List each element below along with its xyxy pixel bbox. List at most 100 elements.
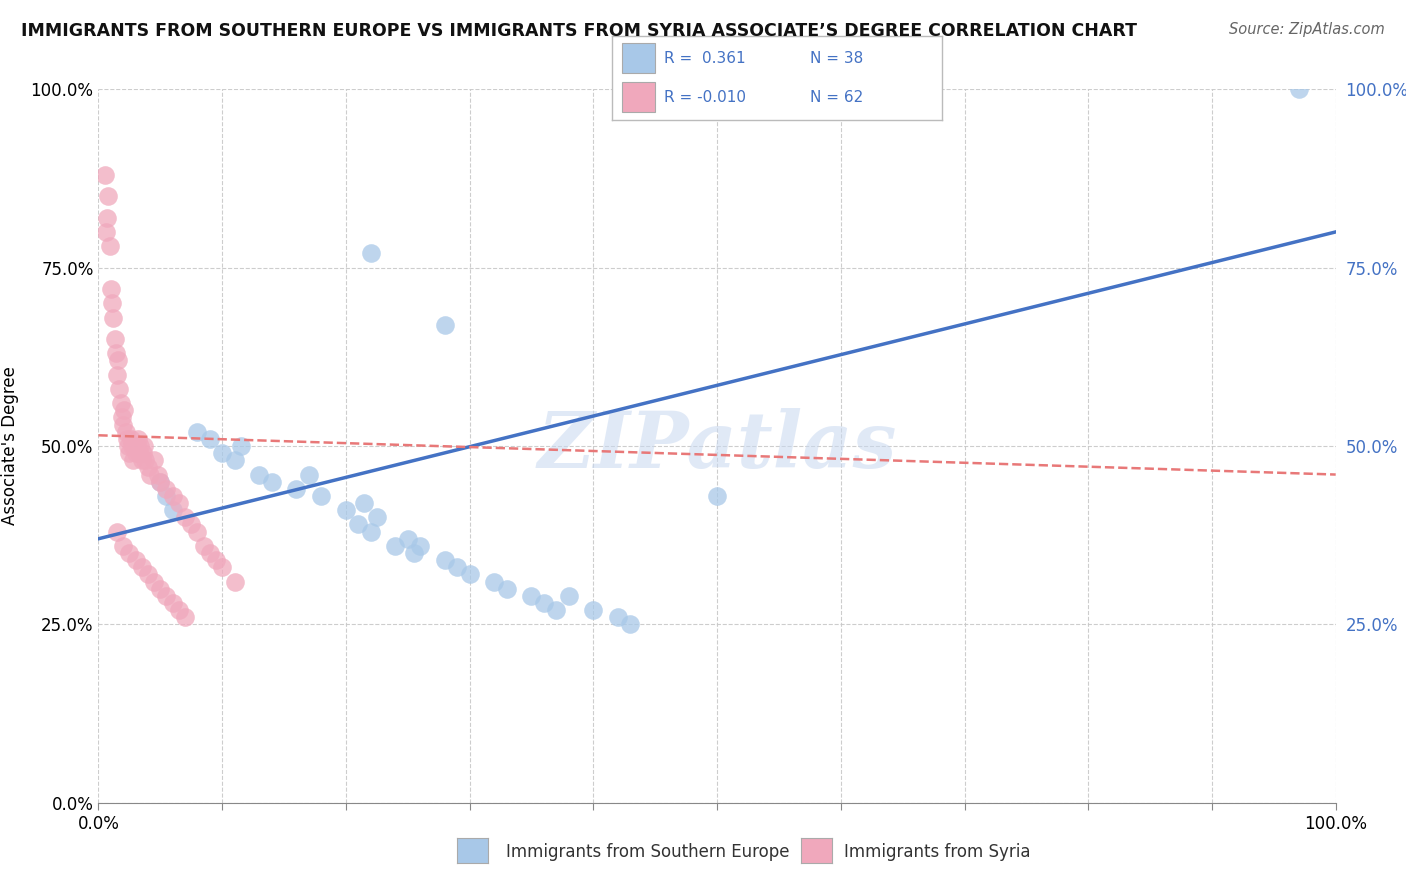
Point: [118, 446, 141, 460]
Point: [124, 553, 146, 567]
Point: [409, 539, 432, 553]
Point: [619, 617, 641, 632]
Point: [136, 567, 159, 582]
Point: [433, 553, 456, 567]
Point: [495, 582, 517, 596]
Point: [205, 553, 228, 567]
Point: [360, 246, 382, 260]
Point: [124, 439, 146, 453]
Point: [211, 446, 233, 460]
Text: ZIPatlas: ZIPatlas: [537, 408, 897, 484]
Point: [122, 453, 145, 467]
Point: [211, 560, 233, 574]
Point: [149, 475, 172, 489]
Point: [335, 503, 357, 517]
Point: [174, 610, 197, 624]
Point: [309, 489, 332, 503]
Point: [186, 425, 208, 439]
Point: [139, 467, 162, 482]
Text: Source: ZipAtlas.com: Source: ZipAtlas.com: [1229, 22, 1385, 37]
Point: [155, 589, 177, 603]
Point: [103, 332, 125, 346]
Point: [167, 603, 190, 617]
Point: [105, 368, 128, 382]
Point: [146, 467, 169, 482]
Point: [97, 189, 120, 203]
Point: [132, 446, 155, 460]
Point: [180, 517, 202, 532]
Point: [366, 510, 388, 524]
Point: [120, 432, 142, 446]
Point: [94, 225, 117, 239]
Point: [96, 211, 118, 225]
Point: [198, 546, 221, 560]
Point: [353, 496, 375, 510]
Point: [446, 560, 468, 574]
Point: [167, 496, 190, 510]
Point: [706, 489, 728, 503]
Text: R = -0.010: R = -0.010: [665, 89, 747, 104]
Point: [118, 546, 141, 560]
Text: N = 38: N = 38: [810, 51, 863, 66]
Point: [607, 610, 630, 624]
Point: [136, 460, 159, 475]
Point: [104, 346, 127, 360]
Point: [134, 439, 156, 453]
Point: [484, 574, 506, 589]
Point: [131, 453, 153, 467]
Point: [101, 296, 124, 310]
Point: [103, 310, 125, 325]
Point: [360, 524, 382, 539]
Point: [127, 432, 149, 446]
FancyBboxPatch shape: [621, 82, 655, 112]
Point: [384, 539, 406, 553]
Point: [112, 539, 135, 553]
Point: [111, 410, 134, 425]
Point: [285, 482, 308, 496]
Point: [260, 475, 283, 489]
Point: [186, 524, 208, 539]
Point: [129, 439, 152, 453]
Point: [298, 467, 321, 482]
Point: [546, 603, 568, 617]
Point: [121, 439, 143, 453]
Text: N = 62: N = 62: [810, 89, 863, 104]
Point: [117, 439, 139, 453]
Text: Immigrants from Syria: Immigrants from Syria: [844, 843, 1031, 861]
Point: [149, 475, 172, 489]
Point: [520, 589, 543, 603]
Y-axis label: Associate's Degree: Associate's Degree: [1, 367, 20, 525]
Point: [128, 446, 150, 460]
Point: [131, 560, 153, 574]
Point: [458, 567, 481, 582]
Point: [193, 539, 215, 553]
Point: [155, 489, 177, 503]
Point: [143, 574, 166, 589]
Point: [162, 489, 184, 503]
Text: R =  0.361: R = 0.361: [665, 51, 747, 66]
Point: [582, 603, 605, 617]
Point: [107, 353, 129, 368]
Point: [98, 239, 121, 253]
Point: [402, 546, 425, 560]
Point: [115, 432, 138, 446]
Point: [229, 439, 252, 453]
Point: [100, 282, 122, 296]
Point: [143, 453, 166, 467]
Point: [110, 396, 132, 410]
Point: [433, 318, 456, 332]
Point: [557, 589, 579, 603]
Point: [114, 425, 136, 439]
Point: [112, 403, 135, 417]
Point: [162, 503, 184, 517]
Point: [112, 417, 135, 432]
Point: [93, 168, 115, 182]
Point: [224, 574, 246, 589]
Point: [108, 382, 131, 396]
Point: [533, 596, 555, 610]
Text: Immigrants from Southern Europe: Immigrants from Southern Europe: [506, 843, 790, 861]
Point: [396, 532, 419, 546]
Point: [134, 453, 156, 467]
Point: [198, 432, 221, 446]
Point: [174, 510, 197, 524]
